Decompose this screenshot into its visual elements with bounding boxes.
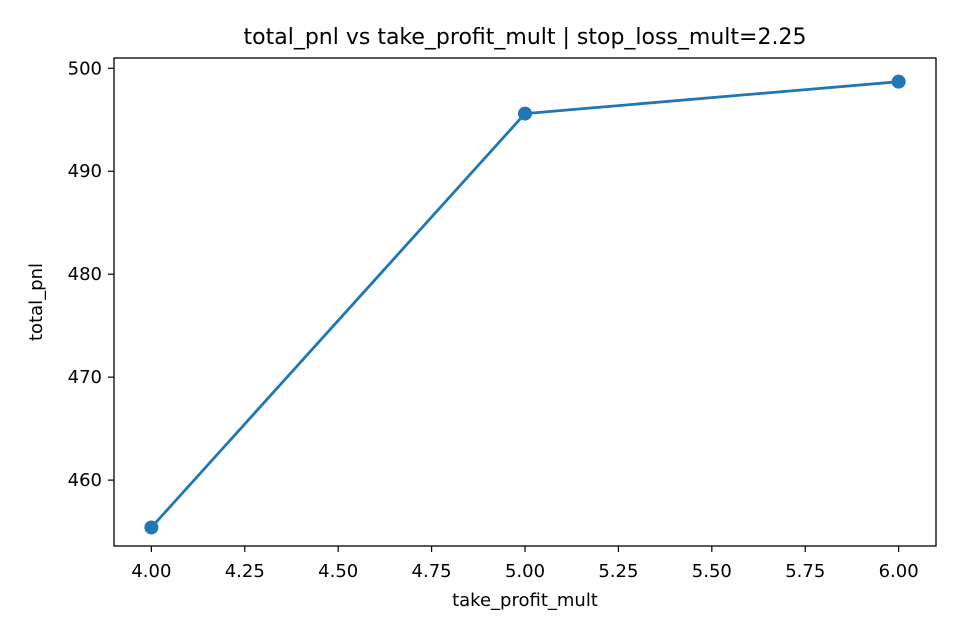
data-point xyxy=(891,74,906,89)
x-tick-label: 5.50 xyxy=(692,561,732,582)
y-tick-label: 480 xyxy=(68,264,102,285)
y-tick-label: 490 xyxy=(68,161,102,182)
y-axis-ticks: 460 470 480 490 500 xyxy=(68,58,114,491)
x-tick-label: 4.50 xyxy=(318,561,358,582)
data-point xyxy=(144,520,159,535)
x-tick-label: 4.75 xyxy=(412,561,452,582)
x-axis-ticks: 4.00 4.25 4.50 4.75 5.00 5.25 5.50 5.75 6.00 xyxy=(131,546,919,582)
x-tick-label: 5.25 xyxy=(598,561,638,582)
x-tick-label: 4.00 xyxy=(131,561,171,582)
chart-title: total_pnl vs take_profit_mult | stop_los… xyxy=(244,25,807,50)
data-point xyxy=(518,106,532,121)
y-axis-label: total_pnl xyxy=(26,263,47,341)
x-tick-label: 4.25 xyxy=(225,561,265,582)
series-line xyxy=(150,80,899,529)
x-tick-label: 6.00 xyxy=(879,561,919,582)
x-axis-label: take_profit_mult xyxy=(452,590,598,611)
plot-area-frame xyxy=(113,57,937,547)
y-tick-label: 500 xyxy=(68,58,102,79)
x-tick-label: 5.00 xyxy=(505,561,545,582)
y-tick-label: 470 xyxy=(68,367,102,388)
plot-series xyxy=(144,74,906,535)
y-tick-label: 460 xyxy=(68,470,102,491)
x-tick-label: 5.75 xyxy=(785,561,825,582)
